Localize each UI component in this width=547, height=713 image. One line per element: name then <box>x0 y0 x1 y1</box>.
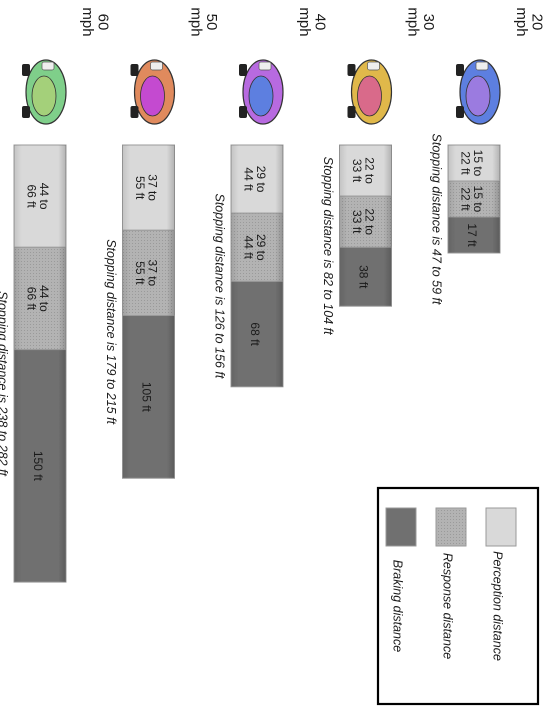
legend-braking-swatch <box>385 507 417 547</box>
stopping-distance-label: Stopping distance is 126 to 156 ft <box>213 193 227 378</box>
bar-value-label: 68 ft <box>248 322 262 346</box>
bar-value-label: 15 to22 ft <box>459 150 486 177</box>
bar-value-label: 44 to66 ft <box>25 285 52 312</box>
legend-braking-label: Braking distance <box>391 560 405 652</box>
bar-value-label: 22 to33 ft <box>350 157 377 184</box>
speed-label: 40mph <box>296 7 329 36</box>
bar-value-label: 17 ft <box>465 223 479 247</box>
bar-value-label: 29 to44 ft <box>242 166 269 193</box>
stopping-distance-label: Stopping distance is 179 to 215 ft <box>104 239 118 424</box>
stopping-distance-label: Stopping distance is 47 to 59 ft <box>430 134 444 305</box>
bar-value-label: 150 ft <box>31 451 45 482</box>
bar-value-label: 38 ft <box>356 265 370 289</box>
car-icon <box>130 59 176 125</box>
stopping-distance-label: Stopping distance is 82 to 104 ft <box>321 157 335 335</box>
speed-label: 60mph <box>79 7 112 36</box>
bar-value-label: 37 to55 ft <box>133 260 160 287</box>
labels-group: 20mph 15 to22 ft 15 to22 ft 17 ft Stopping d… <box>0 7 546 481</box>
bar-value-label: 29 to44 ft <box>242 234 269 261</box>
bar-value-label: 44 to66 ft <box>25 183 52 210</box>
car-icon <box>239 59 284 125</box>
legend-response-swatch <box>435 507 467 547</box>
car-icon <box>456 59 501 125</box>
speed-label: 50mph <box>187 7 220 36</box>
legend-perception-label: Perception distance <box>491 551 505 661</box>
bar-value-label: 15 to22 ft <box>459 186 486 213</box>
speed-label: 30mph <box>404 7 437 36</box>
car-icon <box>22 59 67 125</box>
legend: Perception distance Response distance Brak… <box>376 486 540 706</box>
legend-response-label: Response distance <box>441 553 455 659</box>
bar-value-label: 105 ft <box>139 382 153 413</box>
legend-perception-swatch <box>485 507 517 547</box>
speed-label: 20mph <box>513 7 546 36</box>
stopping-distance-label: Stopping distance is 238 to 282 ft <box>0 291 10 476</box>
bar-value-label: 22 to33 ft <box>350 208 377 235</box>
bar-value-label: 37 to55 ft <box>133 174 160 201</box>
car-icon <box>347 59 393 125</box>
